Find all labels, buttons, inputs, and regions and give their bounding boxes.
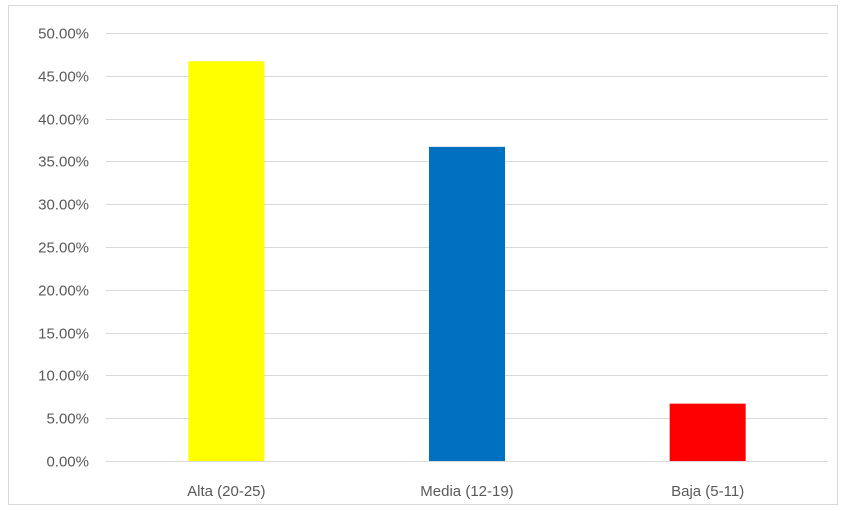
y-tick-label: 40.00% (38, 112, 89, 129)
y-tick-label: 15.00% (38, 326, 89, 343)
y-tick-label: 5.00% (46, 411, 89, 428)
y-tick-label: 30.00% (38, 197, 89, 214)
y-tick-label: 35.00% (38, 154, 89, 171)
x-tick-label: Media (12-19) (420, 483, 513, 500)
y-axis-ticks: 0.00% 5.00% 10.00% 15.00% 20.00% 25.00% 30.00%… (38, 26, 89, 471)
y-tick-label: 10.00% (38, 368, 89, 385)
y-tick-label: 20.00% (38, 283, 89, 300)
x-axis-ticks: Alta (20-25) Media (12-19) Baja (5-11) (187, 483, 744, 500)
y-tick-label: 25.00% (38, 240, 89, 257)
x-tick-label: Baja (5-11) (671, 483, 744, 500)
bar-3 (669, 403, 746, 461)
y-tick-label: 50.00% (38, 26, 89, 43)
bar-2 (429, 146, 505, 461)
bar-1 (188, 61, 265, 462)
bars (188, 61, 746, 462)
y-tick-label: 0.00% (46, 454, 89, 471)
x-tick-label: Alta (20-25) (187, 483, 265, 500)
y-tick-label: 45.00% (38, 69, 89, 86)
